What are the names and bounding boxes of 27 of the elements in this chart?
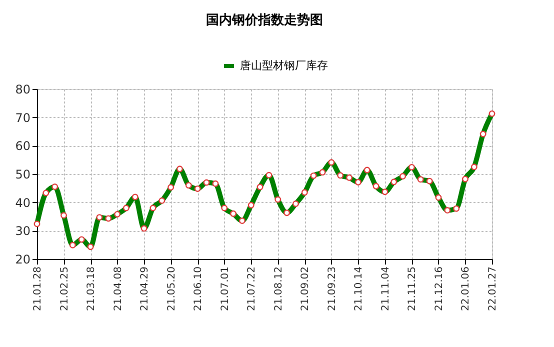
- x-tick-label: 21.10.14: [354, 266, 365, 312]
- y-tick-label: 80: [15, 82, 30, 96]
- x-tick-label: 21.11.04: [380, 266, 392, 312]
- x-tick-label: 21.01.28: [32, 266, 44, 312]
- y-tick-label: 70: [15, 110, 30, 125]
- x-tick-label: 21.06.10: [193, 266, 204, 312]
- x-tick-label: 22.01.06: [460, 266, 472, 312]
- x-tick-label: 21.12.16: [434, 266, 445, 312]
- y-tick-label: 40: [15, 196, 30, 210]
- legend-label: 唐山型材钢厂库存: [240, 59, 328, 72]
- x-tick-label: 21.04.08: [112, 266, 124, 312]
- x-tick-label: 21.07.01: [220, 266, 231, 312]
- x-tick-label: 21.09.23: [326, 266, 338, 312]
- x-tick-label: 21.03.18: [86, 266, 98, 312]
- y-tick-label: 50: [15, 168, 30, 182]
- x-tick-label: 21.04.29: [140, 266, 151, 312]
- x-tick-label: 21.08.12: [273, 266, 284, 312]
- x-tick-label: 21.02.25: [59, 266, 70, 312]
- x-tick-label: 21.07.22: [246, 266, 258, 312]
- x-tick-label: 21.09.02: [300, 266, 312, 312]
- y-tick-label: 60: [15, 139, 30, 154]
- x-tick-label: 22.01.27: [488, 266, 498, 312]
- y-tick-label: 20: [15, 252, 30, 266]
- y-tick-label: 30: [15, 224, 30, 238]
- x-tick-label: 21.05.20: [166, 266, 178, 312]
- chart-title: 国内钢价指数走势图: [206, 12, 323, 28]
- x-tick-label: 21.11.25: [407, 266, 418, 312]
